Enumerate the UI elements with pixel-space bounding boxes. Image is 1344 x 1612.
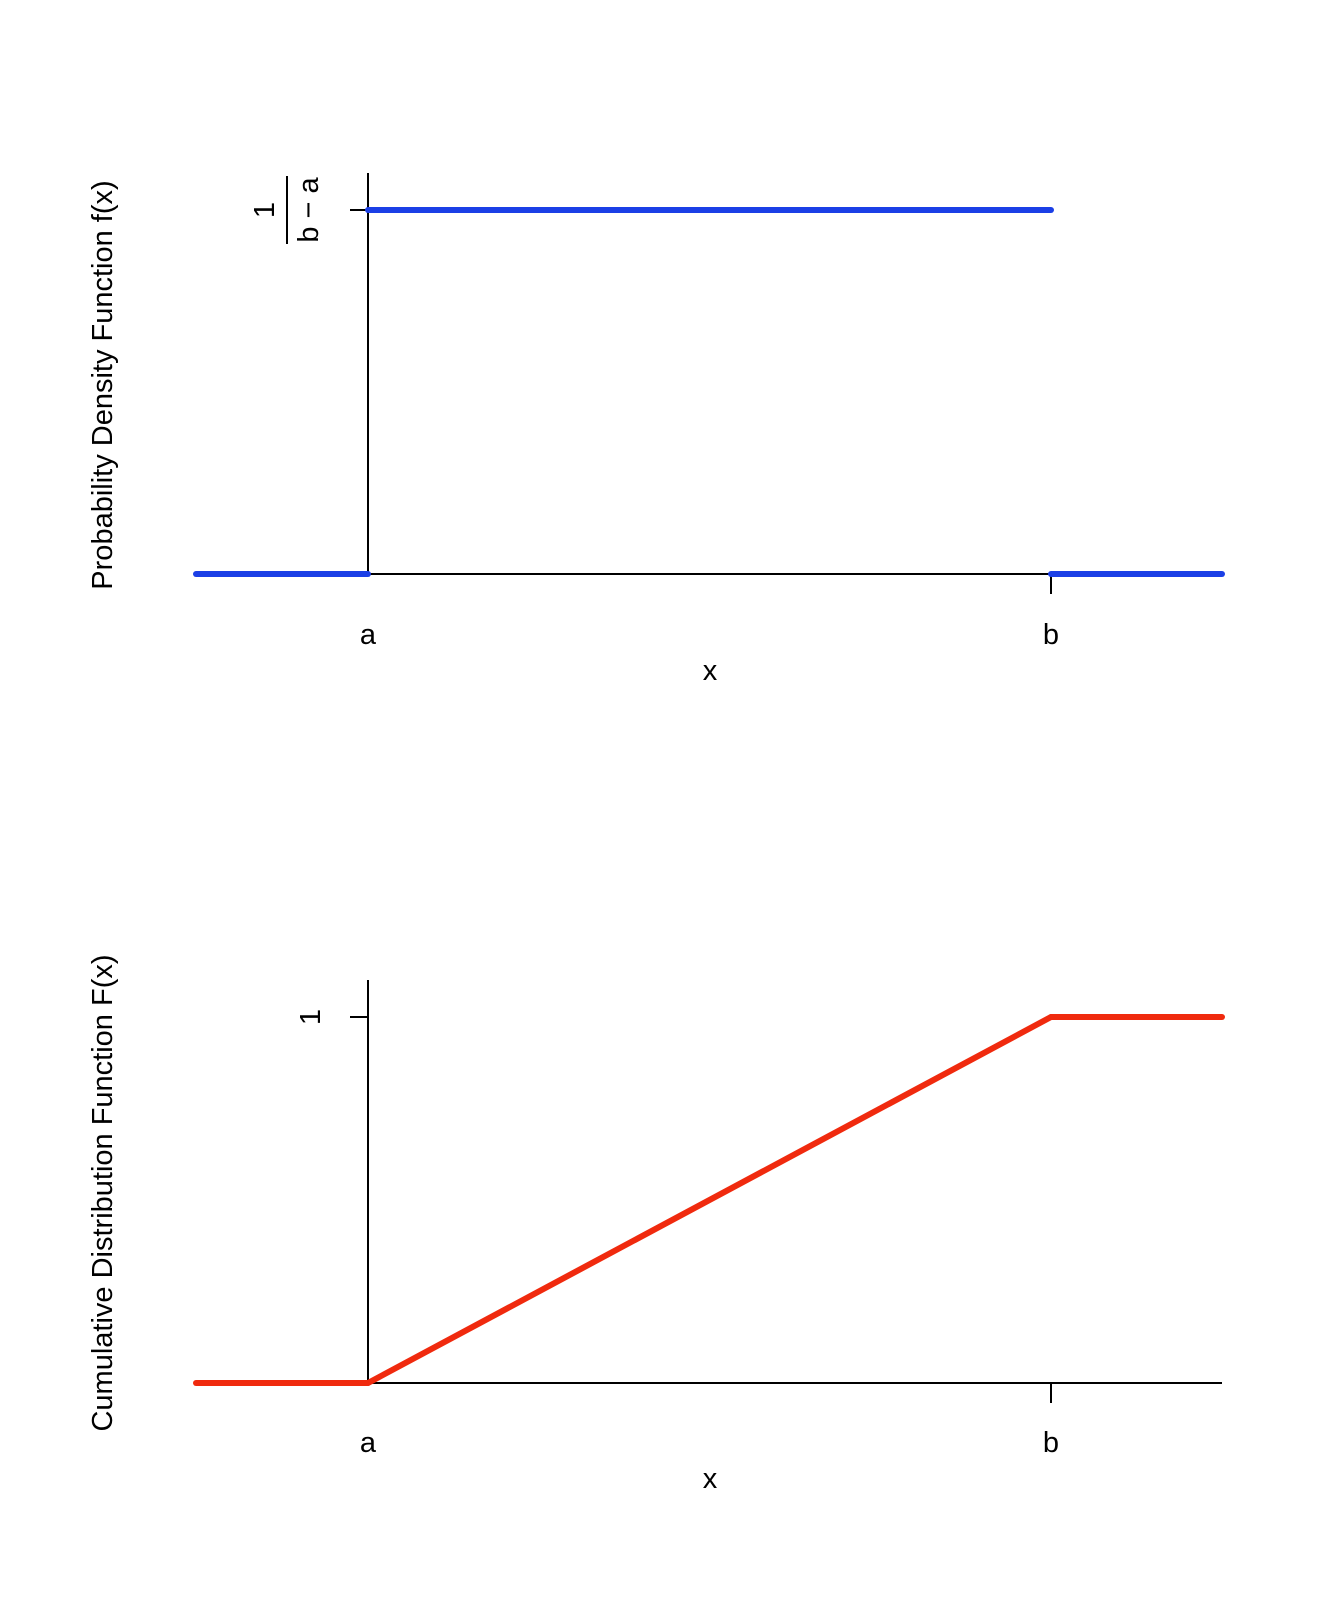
pdf-y-tick-denominator: b − a: [293, 176, 325, 242]
pdf-y-tick-numerator: 1: [249, 202, 281, 218]
cdf-y-tick-label-one: 1: [295, 1009, 327, 1025]
cdf-lines: [193, 1014, 1225, 1386]
pdf-x-tick-label-b: b: [1043, 619, 1059, 651]
pdf-y-axis-label: Probability Density Function f(x): [87, 180, 119, 589]
pdf-y-tick-label-fraction: 1 b − a: [249, 176, 325, 244]
cdf-x-tick-label-a: a: [360, 1427, 377, 1459]
pdf-x-axis-label: x: [703, 655, 718, 687]
cdf-panel: Cumulative Distribution Function F(x) 1 …: [87, 954, 1225, 1495]
cdf-y-axis-label: Cumulative Distribution Function F(x): [87, 954, 119, 1431]
pdf-panel: Probability Density Function f(x) 1 b − …: [87, 173, 1225, 687]
pdf-lines: [193, 207, 1225, 577]
cdf-x-tick-label-b: b: [1043, 1427, 1059, 1459]
cdf-x-axis-label: x: [703, 1463, 718, 1495]
pdf-x-tick-label-a: a: [360, 619, 377, 651]
cdf-segment-2: [365, 1014, 1054, 1386]
